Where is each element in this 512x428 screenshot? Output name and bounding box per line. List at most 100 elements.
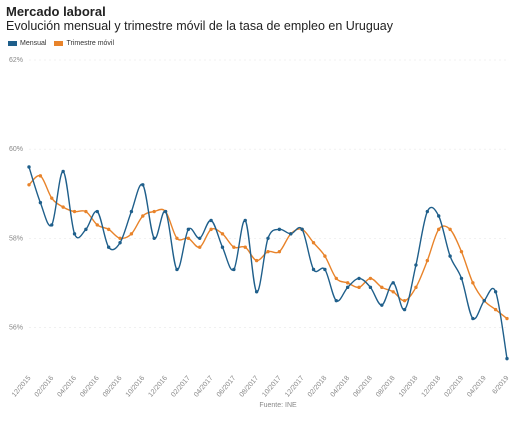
data-point-mensual [414,263,418,267]
data-point-trimestre [437,227,441,232]
x-tick-label: 02/2018 [307,375,329,399]
data-point-trimestre [459,249,464,254]
data-point-mensual [391,281,395,285]
x-tick-label: 08/2017 [239,375,261,399]
x-tick-label: 02/2017 [170,375,192,399]
data-point-mensual [163,209,168,214]
data-point-trimestre [357,285,361,290]
x-tick-label: 04/2016 [56,375,78,399]
y-tick-label: 60% [9,146,23,153]
data-point-mensual [61,169,65,174]
data-point-trimestre [118,236,122,240]
data-point-mensual [266,236,270,240]
data-point-trimestre [38,174,43,178]
data-point-mensual [50,223,54,227]
data-point-trimestre [243,245,247,249]
data-point-trimestre [334,276,338,281]
data-point-mensual [129,209,134,214]
data-point-mensual [437,214,441,218]
y-tick-label: 62% [9,57,23,64]
x-tick-label: 02/2016 [34,375,56,399]
data-point-trimestre [61,205,65,209]
data-point-mensual [482,298,486,303]
x-tick-label: 08/2016 [102,375,124,399]
y-tick-label: 56% [9,324,23,331]
data-point-mensual [471,316,475,321]
x-tick-label: 04/2017 [193,375,215,399]
legend-label-trimestre: Trimestre móvil [66,40,115,47]
legend-item-trimestre[interactable]: Trimestre móvil [54,40,114,47]
data-point-trimestre [72,209,77,214]
data-point-trimestre [391,290,395,294]
data-point-trimestre [232,245,236,249]
data-point-trimestre [414,285,418,290]
data-point-mensual [402,307,407,312]
data-point-mensual [198,236,202,240]
legend: Mensual Trimestre móvil [8,40,114,47]
data-point-trimestre [186,236,191,240]
data-point-mensual [300,227,304,232]
data-point-trimestre [141,214,145,218]
x-tick-label: 10/2018 [398,375,420,399]
data-point-trimestre [220,232,225,236]
data-point-mensual [505,356,509,361]
data-point-mensual [368,285,373,290]
x-tick-label: 06/2016 [79,375,101,399]
data-point-trimestre [505,316,509,321]
data-point-trimestre [493,307,498,312]
y-tick-label: 58% [9,235,23,242]
data-point-trimestre [84,209,88,214]
data-point-mensual [345,285,350,290]
data-point-mensual [323,267,327,272]
data-point-trimestre [368,276,373,281]
data-point-mensual [72,232,77,236]
data-point-mensual [209,218,213,223]
data-point-mensual [493,290,498,294]
data-point-mensual [232,267,236,272]
data-point-trimestre [425,258,430,263]
data-point-mensual [118,241,122,245]
x-tick-label: 04/2018 [330,375,352,399]
data-point-trimestre [27,183,31,187]
data-point-mensual [254,290,259,294]
data-point-mensual [380,303,384,307]
data-point-mensual [425,209,430,214]
data-point-mensual [357,276,361,281]
data-point-trimestre [448,227,452,232]
x-tick-label: 04/2019 [466,375,488,399]
x-tick-label: 02/2019 [443,375,465,399]
data-point-trimestre [152,209,156,214]
x-tick-label: 12/2016 [147,375,169,399]
data-point-mensual [243,218,247,223]
x-tick-label: 08/2018 [375,375,397,399]
data-point-trimestre [402,298,407,303]
x-tick-label: 12/2015 [11,375,33,399]
data-point-mensual [448,254,452,258]
legend-label-mensual: Mensual [20,40,47,47]
data-point-mensual [459,276,464,281]
data-point-trimestre [209,227,213,232]
data-point-mensual [38,200,43,205]
source-note: Fuente: INE [259,402,297,409]
data-point-trimestre [311,241,316,245]
data-point-mensual [84,227,88,232]
data-point-trimestre [266,249,270,254]
data-point-trimestre [277,249,282,254]
data-point-mensual [334,298,338,303]
data-point-mensual [27,165,31,169]
x-tick-label: 06/2017 [216,375,238,399]
x-tick-label: 12/2017 [284,375,306,399]
series-line-trimestre [28,174,508,320]
data-point-trimestre [106,227,111,232]
x-tick-label: 6/2019 [491,375,510,396]
data-point-mensual [186,227,191,232]
legend-item-mensual[interactable]: Mensual [8,40,46,47]
data-point-mensual [175,267,179,272]
data-point-trimestre [50,196,54,200]
x-tick-label: 06/2018 [352,375,374,399]
chart-title: Mercado laboral [6,4,106,19]
data-point-mensual [106,245,111,249]
data-point-trimestre [175,236,179,240]
legend-swatch-mensual [8,41,17,46]
